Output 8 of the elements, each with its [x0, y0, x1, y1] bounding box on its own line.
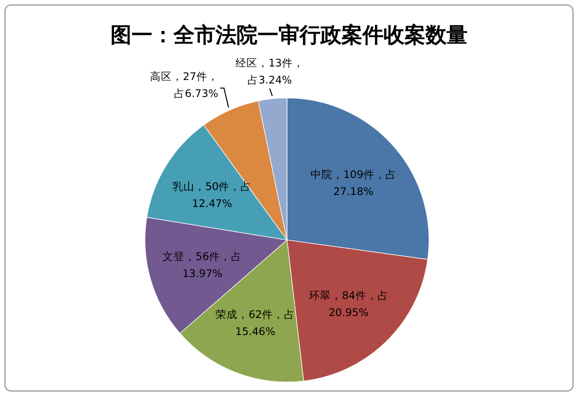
chart-title: 图一：全市法院一审行政案件收案数量 — [110, 22, 468, 47]
slice-label: 中院，109件，占27.18% — [310, 168, 396, 198]
slice-label: 荣成，62件，占15.46% — [216, 308, 295, 338]
slice-label: 乳山，50件，占12.47% — [172, 180, 252, 210]
slice-label: 环翠，84件，占20.95% — [308, 288, 388, 319]
slice-label: 高区，27件，占6.73% — [150, 70, 218, 100]
slice-label: 经区，13件，占3.24% — [235, 57, 304, 86]
slice-label: 文登，56件，占13.97% — [162, 250, 242, 280]
